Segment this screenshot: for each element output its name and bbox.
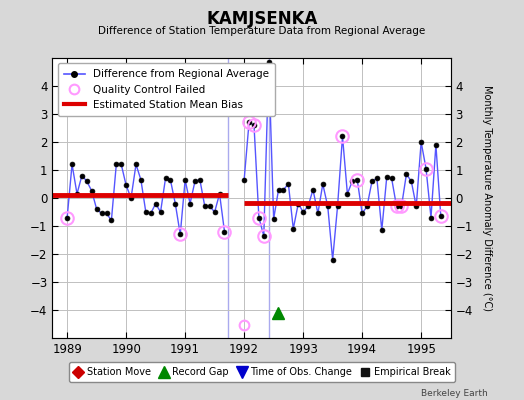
Text: Berkeley Earth: Berkeley Earth [421, 389, 487, 398]
Legend: Station Move, Record Gap, Time of Obs. Change, Empirical Break: Station Move, Record Gap, Time of Obs. C… [69, 362, 455, 382]
Y-axis label: Monthly Temperature Anomaly Difference (°C): Monthly Temperature Anomaly Difference (… [482, 85, 493, 311]
Legend: Difference from Regional Average, Quality Control Failed, Estimated Station Mean: Difference from Regional Average, Qualit… [58, 63, 275, 116]
Text: Difference of Station Temperature Data from Regional Average: Difference of Station Temperature Data f… [99, 26, 425, 36]
Text: KAMJSENKA: KAMJSENKA [206, 10, 318, 28]
